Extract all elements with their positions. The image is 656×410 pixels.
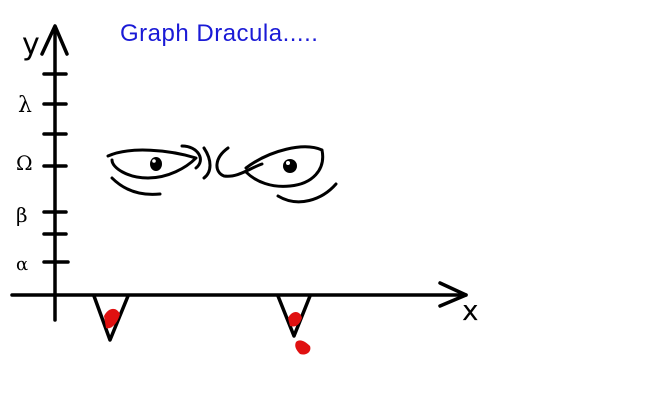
right-pupil [283,159,297,173]
left-fang [92,294,130,342]
y-tick-label-omega: Ω [16,151,33,175]
y-tick-label-lambda: λ [18,93,32,118]
right-fang-blood-drip [295,340,311,355]
left-eyebrow-curl [180,144,202,170]
right-fang-blood [288,312,302,327]
right-eye-lid [244,145,325,188]
left-eye-lower-bag [110,176,162,196]
left-pupil [150,157,162,171]
x-axis-arrowhead [438,281,468,308]
left-eye-lid [106,148,198,180]
x-axis-label: x [462,294,479,327]
brow-bridge [202,146,264,180]
right-eye [244,145,338,204]
x-axis [10,281,468,308]
y-tick-label-alpha: α [16,254,28,275]
left-eye [106,144,202,196]
y-axis-label: y [22,27,40,62]
right-eye-lower-bag [276,182,338,204]
y-axis [40,24,70,322]
y-tick-label-beta: β [16,203,28,227]
left-fang-blood [104,308,120,329]
right-fang [276,294,312,355]
y-axis-arrowhead [40,24,69,56]
page-title: Graph Dracula..... [120,20,319,47]
